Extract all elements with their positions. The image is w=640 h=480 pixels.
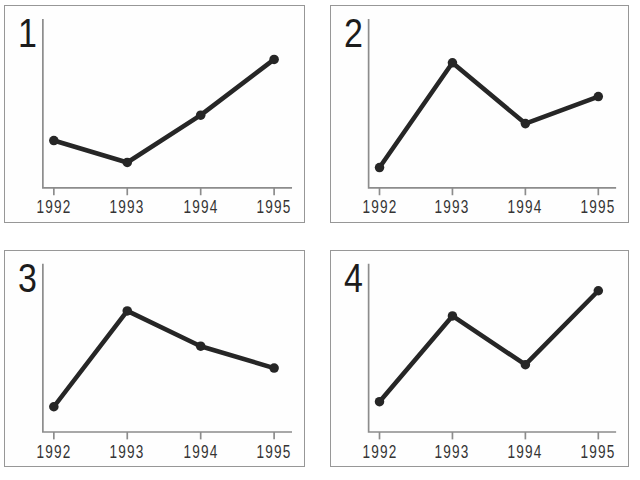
data-line xyxy=(380,63,599,168)
x-tick-label: 1995 xyxy=(581,443,616,464)
axes xyxy=(43,19,292,188)
x-tick-label: 1992 xyxy=(362,198,397,219)
data-point xyxy=(594,286,604,295)
data-point xyxy=(196,110,206,120)
x-tick-label: 1993 xyxy=(435,198,470,219)
data-point xyxy=(375,397,385,406)
data-point xyxy=(594,92,604,102)
x-tick-label: 1992 xyxy=(36,443,71,464)
line-chart-svg xyxy=(5,251,304,466)
chart-panel-2: 2 1992 1993 1994 1995 xyxy=(330,5,629,223)
x-tick-label: 1993 xyxy=(435,443,470,464)
panel-number-label: 4 xyxy=(344,258,363,298)
data-point xyxy=(521,360,531,369)
data-point xyxy=(521,119,531,129)
x-tick-label: 1992 xyxy=(36,198,71,219)
axes xyxy=(43,264,292,432)
data-line xyxy=(54,311,274,407)
data-point xyxy=(196,341,206,350)
panel-number-label: 1 xyxy=(18,13,37,53)
line-chart-svg xyxy=(331,251,628,466)
x-tick-label: 1993 xyxy=(110,198,145,219)
x-tick-label: 1994 xyxy=(183,443,218,464)
panel-number-label: 2 xyxy=(344,13,363,53)
x-tick-label: 1994 xyxy=(183,198,218,219)
line-chart-svg xyxy=(331,6,628,222)
x-tick-label: 1994 xyxy=(508,443,543,464)
data-point xyxy=(448,311,458,320)
chart-panel-1: 1 1992 1993 1994 1995 xyxy=(4,5,305,223)
data-point xyxy=(375,163,385,173)
four-line-charts-figure: 1 1992 1993 1994 1995 2 1992 1993 1994 1995 3 … xyxy=(0,0,640,480)
x-tick-label: 1993 xyxy=(110,443,145,464)
chart-panel-4: 4 1992 1993 1994 1995 xyxy=(330,250,629,467)
data-point xyxy=(448,58,458,68)
panel-number-label: 3 xyxy=(18,258,37,298)
line-chart-svg xyxy=(5,6,304,222)
x-tick-label: 1995 xyxy=(581,198,616,219)
chart-panel-3: 3 1992 1993 1994 1995 xyxy=(4,250,305,467)
data-point xyxy=(269,55,279,65)
data-point xyxy=(49,136,59,146)
data-line xyxy=(54,59,274,162)
data-point xyxy=(49,402,59,411)
data-point xyxy=(122,306,132,315)
data-point xyxy=(122,158,132,168)
axes xyxy=(369,264,617,432)
data-line xyxy=(380,291,599,402)
x-tick-label: 1994 xyxy=(508,198,543,219)
x-tick-label: 1992 xyxy=(362,443,397,464)
x-tick-label: 1995 xyxy=(257,198,292,219)
x-tick-label: 1995 xyxy=(257,443,292,464)
data-point xyxy=(269,363,279,372)
